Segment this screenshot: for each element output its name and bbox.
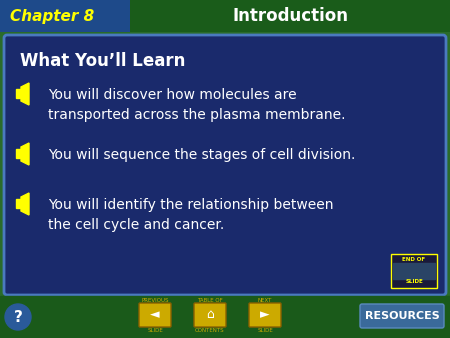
Text: You will identify the relationship between
the cell cycle and cancer.: You will identify the relationship betwe…	[48, 198, 333, 232]
Polygon shape	[21, 193, 29, 215]
Polygon shape	[21, 83, 29, 105]
Text: ⌂: ⌂	[206, 309, 214, 321]
FancyBboxPatch shape	[4, 35, 446, 295]
Text: SLIDE: SLIDE	[147, 328, 163, 333]
Text: PREVIOUS: PREVIOUS	[141, 298, 169, 303]
Text: CONTENTS: CONTENTS	[195, 328, 225, 333]
Text: ◄: ◄	[150, 309, 160, 321]
FancyBboxPatch shape	[194, 303, 226, 327]
FancyBboxPatch shape	[360, 304, 444, 328]
FancyBboxPatch shape	[139, 303, 171, 327]
FancyBboxPatch shape	[249, 303, 281, 327]
Text: SLIDE: SLIDE	[257, 328, 273, 333]
Circle shape	[5, 304, 31, 330]
FancyBboxPatch shape	[391, 254, 437, 288]
FancyBboxPatch shape	[0, 0, 130, 32]
Text: RESOURCES: RESOURCES	[364, 311, 439, 321]
Text: ?: ?	[14, 310, 22, 324]
Text: Introduction: Introduction	[232, 7, 348, 25]
Text: You will discover how molecules are
transported across the plasma membrane.: You will discover how molecules are tran…	[48, 88, 346, 121]
Text: SLIDE: SLIDE	[405, 279, 423, 284]
Bar	[16, 199, 21, 208]
Text: ►: ►	[260, 309, 270, 321]
Text: Chapter 8: Chapter 8	[10, 8, 94, 24]
Text: TABLE OF: TABLE OF	[197, 298, 223, 303]
Bar	[16, 149, 21, 158]
Text: What You’ll Learn: What You’ll Learn	[20, 52, 185, 70]
Text: You will sequence the stages of cell division.: You will sequence the stages of cell div…	[48, 148, 356, 162]
Polygon shape	[21, 143, 29, 165]
Bar	[0, 296, 450, 338]
Text: NEXT: NEXT	[258, 298, 272, 303]
Text: END OF: END OF	[402, 257, 426, 262]
Bar	[16, 89, 21, 98]
FancyBboxPatch shape	[130, 0, 450, 32]
Bar	[393, 263, 435, 279]
